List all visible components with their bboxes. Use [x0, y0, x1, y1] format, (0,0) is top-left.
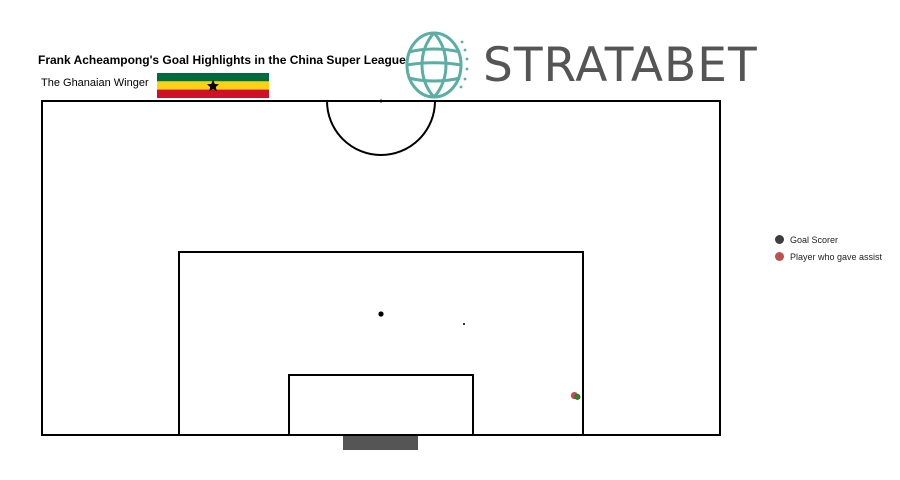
goal [343, 436, 418, 450]
legend-swatch-assist [775, 252, 784, 261]
chart-marks [570, 391, 581, 400]
legend-label: Player who gave assist [790, 251, 883, 262]
center-circle-arc [326, 100, 436, 156]
data-point-series-2-0 [574, 394, 581, 400]
penalty-box [178, 251, 584, 436]
flag-star [207, 80, 219, 92]
legend-swatch-goal-scorer [775, 235, 784, 244]
legend-label: Goal Scorer [790, 234, 839, 245]
flag-stripe-top [157, 73, 269, 82]
legend: Goal Scorer Player who gave assist [775, 231, 882, 265]
ghana-flag-icon [157, 73, 269, 98]
stratabet-globe-icon [405, 31, 469, 99]
penalty-spot [378, 311, 384, 317]
chart-title: Frank Acheampong's Goal Highlights in th… [38, 53, 406, 67]
pitch-boundary [41, 100, 721, 436]
small-spot [463, 323, 465, 325]
brand-name: STRATABET [483, 38, 758, 93]
center-spot [379, 99, 383, 103]
pitch-lines [41, 100, 721, 436]
legend-item-assist: Player who gave assist [775, 248, 882, 265]
flag-stripe-bottom [157, 89, 269, 98]
six-yard-box [288, 374, 474, 436]
chart-subtitle: The Ghanaian Winger [41, 77, 149, 89]
legend-item-goal-scorer: Goal Scorer [775, 231, 882, 248]
